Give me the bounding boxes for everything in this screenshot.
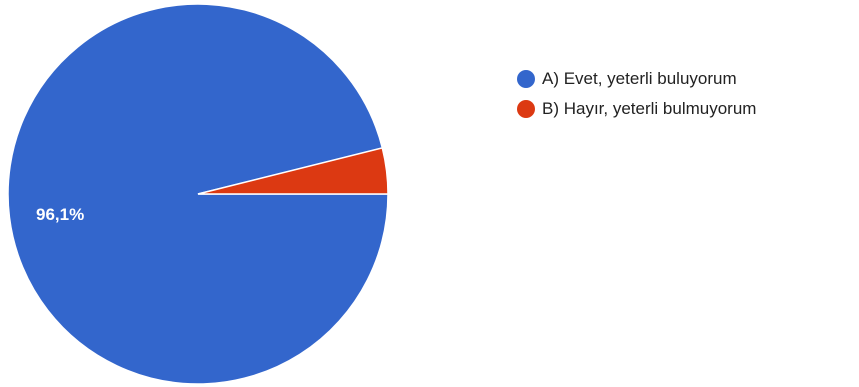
- legend-dot-a: [517, 70, 535, 88]
- legend-label-b: B) Hayır, yeterli bulmuyorum: [542, 99, 757, 118]
- chart-legend: A) Evet, yeterli buluyorum B) Hayır, yet…: [517, 67, 756, 127]
- legend-item-b[interactable]: B) Hayır, yeterli bulmuyorum: [517, 97, 756, 121]
- legend-label-a: A) Evet, yeterli buluyorum: [542, 69, 737, 88]
- legend-dot-b: [517, 100, 535, 118]
- legend-item-a[interactable]: A) Evet, yeterli buluyorum: [517, 67, 756, 91]
- pie-slice-b[interactable]: [197, 147, 389, 195]
- slice-label-a: 96,1%: [36, 205, 84, 224]
